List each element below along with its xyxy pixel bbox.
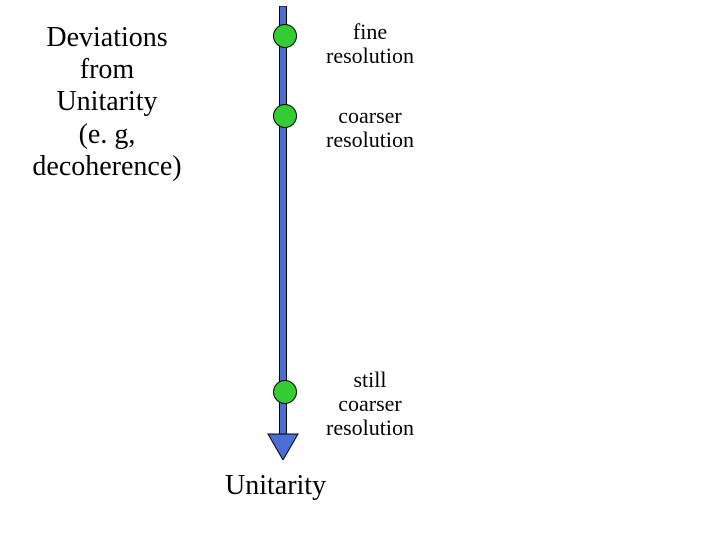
side-label-line: resolution: [310, 128, 430, 152]
resolution-dot: [273, 24, 297, 48]
left-text-line: decoherence): [12, 151, 202, 183]
left-text-block: DeviationsfromUnitarity(e. g,decoherence…: [12, 22, 202, 183]
side-label: stillcoarserresolution: [310, 368, 430, 441]
left-text-line: from: [12, 54, 202, 86]
side-label-line: fine: [310, 20, 430, 44]
side-label-line: coarser: [310, 104, 430, 128]
side-label-line: still: [310, 368, 430, 392]
side-label: coarserresolution: [310, 104, 430, 152]
left-text-line: (e. g,: [12, 119, 202, 151]
bottom-label: Unitarity: [225, 470, 326, 502]
side-label: fineresolution: [310, 20, 430, 68]
left-text-line: Unitarity: [12, 86, 202, 118]
resolution-dot: [273, 380, 297, 404]
bottom-label-text: Unitarity: [225, 470, 326, 501]
side-label-line: resolution: [310, 44, 430, 68]
left-text-line: Deviations: [12, 22, 202, 54]
side-label-line: resolution: [310, 416, 430, 440]
side-label-line: coarser: [310, 392, 430, 416]
resolution-dot: [273, 104, 297, 128]
